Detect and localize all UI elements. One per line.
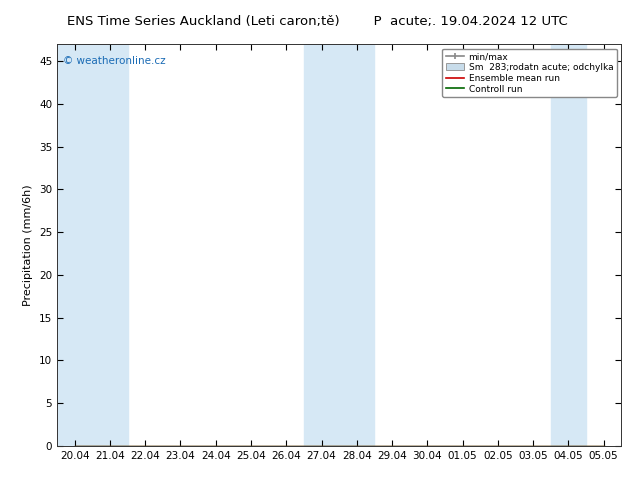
Legend: min/max, Sm  283;rodatn acute; odchylka, Ensemble mean run, Controll run: min/max, Sm 283;rodatn acute; odchylka, …: [443, 49, 617, 97]
Bar: [551, 44, 586, 446]
Bar: [304, 44, 375, 446]
Y-axis label: Precipitation (mm/6h): Precipitation (mm/6h): [23, 184, 34, 306]
Text: ENS Time Series Auckland (Leti caron;tě)        P  acute;. 19.04.2024 12 UTC: ENS Time Series Auckland (Leti caron;tě)…: [67, 15, 567, 28]
Text: © weatheronline.cz: © weatheronline.cz: [63, 56, 165, 66]
Bar: [57, 44, 127, 446]
